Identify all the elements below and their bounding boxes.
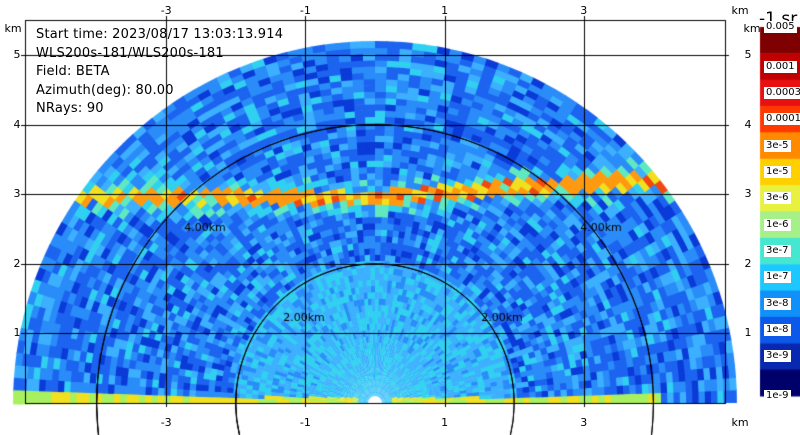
- azimuth-text: Azimuth(deg): 80.00: [36, 82, 174, 98]
- start-time-text: Start time: 2023/08/17 13:03:13.914: [36, 27, 284, 42]
- y-unit-label-left: km: [4, 22, 22, 35]
- y-tick-label-left: 2: [13, 256, 21, 270]
- colorbar-tick-label: 0.001: [764, 60, 797, 73]
- colorbar-tick-label: 0.005: [764, 21, 797, 33]
- x-unit-label-top: km: [731, 4, 749, 17]
- y-tick-label-right: 1: [744, 326, 752, 340]
- colorbar-tick-label: 3e-5: [764, 139, 791, 152]
- x-unit-label-bottom: km: [731, 416, 749, 429]
- x-tick-label-bottom: 1: [441, 416, 449, 429]
- colorbar-tick-label: 3e-9: [764, 350, 791, 363]
- x-tick-label-top: -3: [160, 4, 172, 17]
- x-tick-label-top: -1: [299, 4, 311, 17]
- colorbar-tick-label: 3e-7: [764, 245, 791, 258]
- y-tick-label-right: 2: [744, 256, 752, 270]
- y-tick-label-left: 1: [13, 326, 21, 340]
- x-tick-label-bottom: 3: [580, 416, 588, 429]
- colorbar-tick-label: 1e-7: [764, 271, 791, 284]
- y-tick-label-right: 4: [744, 117, 752, 131]
- field-text: Field: BETA: [36, 64, 110, 79]
- colorbar-tick-label: 3e-6: [764, 192, 791, 205]
- colorbar-tick-label: 1e-6: [764, 218, 791, 231]
- colorbar-tick-label: 1e-8: [764, 324, 791, 337]
- y-unit-label-right: km: [743, 22, 761, 35]
- instrument-text: WLS200s-181/WLS200s-181: [36, 45, 224, 61]
- x-tick-label-top: 1: [441, 4, 449, 17]
- nrays-text: NRays: 90: [36, 101, 104, 116]
- colorbar-tick-label: 0.0001: [764, 113, 800, 126]
- colorbar-tick-label: 1e-9: [764, 390, 791, 402]
- y-tick-label-left: 4: [13, 117, 21, 131]
- colorbar-tick-label: 0.0003: [764, 86, 800, 99]
- scan-info-panel: Start time: 2023/08/17 13:03:13.914 WLS2…: [36, 26, 283, 119]
- x-tick-label-top: 3: [580, 4, 588, 17]
- x-tick-label-bottom: -1: [299, 416, 311, 429]
- x-tick-label-bottom: -3: [160, 416, 172, 429]
- y-tick-label-left: 5: [13, 48, 21, 61]
- colorbar-tick-label: 1e-5: [764, 165, 791, 178]
- y-tick-label-right: 5: [744, 48, 752, 61]
- y-tick-label-right: 3: [744, 187, 752, 201]
- colorbar-tick-label: 3e-8: [764, 297, 791, 310]
- y-tick-label-left: 3: [13, 187, 21, 201]
